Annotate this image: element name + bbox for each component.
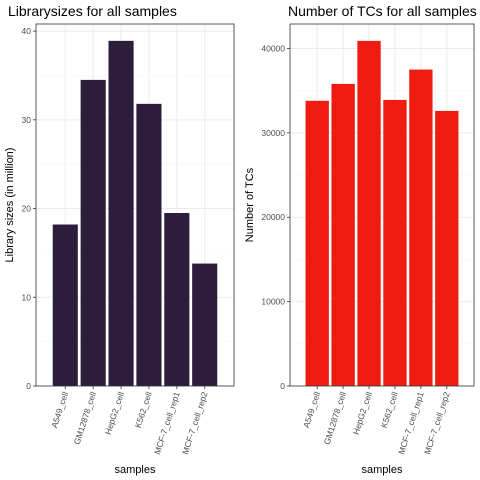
y-tick-label: 30 bbox=[22, 115, 32, 125]
y-tick-label: 30000 bbox=[261, 128, 285, 138]
bar bbox=[108, 40, 134, 386]
bar bbox=[435, 110, 459, 386]
bar bbox=[331, 83, 355, 386]
bar bbox=[52, 224, 78, 386]
panel-border bbox=[35, 23, 235, 387]
y-tick-label: 0 bbox=[26, 381, 31, 391]
bar bbox=[164, 212, 190, 386]
chart-title: Number of TCs for all samples bbox=[288, 3, 477, 19]
y-tick-label: 40 bbox=[22, 26, 32, 36]
y-axis-title: Library sizes (in million) bbox=[4, 148, 16, 263]
y-tick-label: 20 bbox=[22, 204, 32, 214]
x-axis-title: samples bbox=[115, 464, 156, 476]
bar bbox=[305, 100, 329, 387]
y-axis: 0 10000 20000 30000 40000 bbox=[261, 43, 290, 391]
panel-border bbox=[289, 23, 475, 387]
y-tick-label: 10000 bbox=[261, 297, 285, 307]
x-axis-title: samples bbox=[362, 464, 403, 476]
bars bbox=[305, 40, 459, 387]
bar bbox=[357, 40, 381, 386]
bars bbox=[52, 40, 218, 387]
bar bbox=[80, 79, 106, 386]
bar bbox=[192, 263, 218, 386]
y-axis: 0 10 20 30 40 bbox=[22, 26, 36, 391]
y-tick-label: 20000 bbox=[261, 212, 285, 222]
bar bbox=[383, 99, 407, 386]
y-axis-title: Number of TCs bbox=[244, 167, 256, 242]
y-tick-label: 0 bbox=[280, 381, 285, 391]
bar bbox=[409, 69, 433, 386]
chart-title: Librarysizes for all samples bbox=[8, 3, 177, 19]
bar bbox=[136, 103, 162, 387]
y-tick-label: 10 bbox=[22, 292, 32, 302]
y-tick-label: 40000 bbox=[261, 43, 285, 53]
